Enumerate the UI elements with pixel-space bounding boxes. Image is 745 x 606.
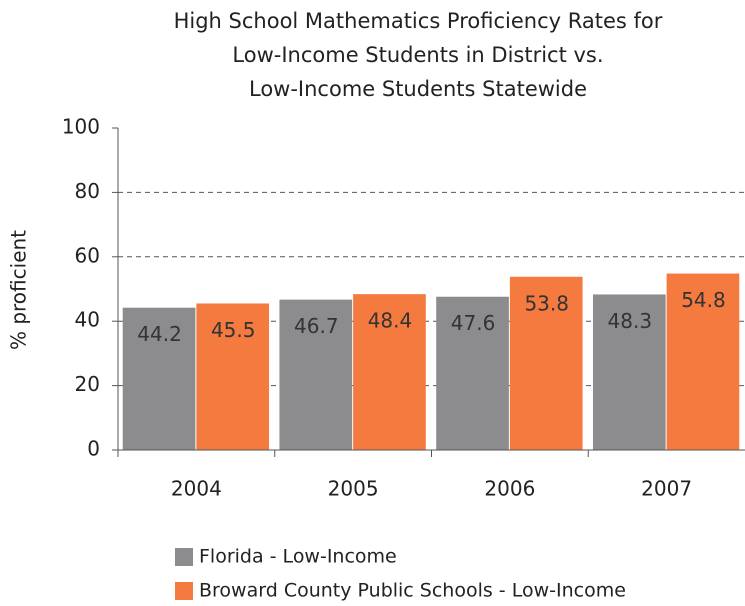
y-tick-label: 80 — [75, 179, 100, 203]
y-tick-label: 100 — [62, 115, 100, 139]
data-label: 53.8 — [524, 291, 569, 315]
legend-label: Florida - Low-Income — [199, 546, 397, 568]
chart-title: Low-Income Students Statewide — [249, 77, 587, 101]
data-label: 45.5 — [211, 318, 256, 342]
data-label: 48.3 — [608, 309, 653, 333]
y-axis-label: % proficient — [7, 230, 31, 350]
y-tick-label: 0 — [87, 437, 100, 461]
data-label: 48.4 — [368, 309, 413, 333]
chart-title: Low-Income Students in District vs. — [232, 43, 603, 67]
y-tick-label: 60 — [75, 243, 100, 267]
x-tick-label: 2004 — [171, 477, 222, 501]
data-label: 47.6 — [451, 311, 496, 335]
data-label: 44.2 — [137, 322, 182, 346]
legend-swatch — [175, 582, 193, 600]
bar — [509, 276, 583, 450]
chart-title: High School Mathematics Proficiency Rate… — [174, 9, 663, 33]
data-label: 46.7 — [294, 314, 339, 338]
y-tick-label: 40 — [75, 308, 100, 332]
legend-label: Broward County Public Schools - Low-Inco… — [199, 580, 626, 602]
bar — [436, 296, 509, 450]
bar — [592, 294, 666, 450]
bar — [279, 299, 353, 450]
bar — [353, 294, 426, 450]
x-tick-label: 2005 — [328, 477, 379, 501]
bar — [666, 273, 740, 450]
bar — [196, 303, 270, 450]
data-label: 54.8 — [681, 288, 726, 312]
bar — [122, 307, 196, 450]
x-tick-label: 2006 — [484, 477, 535, 501]
legend-swatch — [175, 548, 193, 566]
y-tick-label: 20 — [75, 372, 100, 396]
x-tick-label: 2007 — [641, 477, 692, 501]
